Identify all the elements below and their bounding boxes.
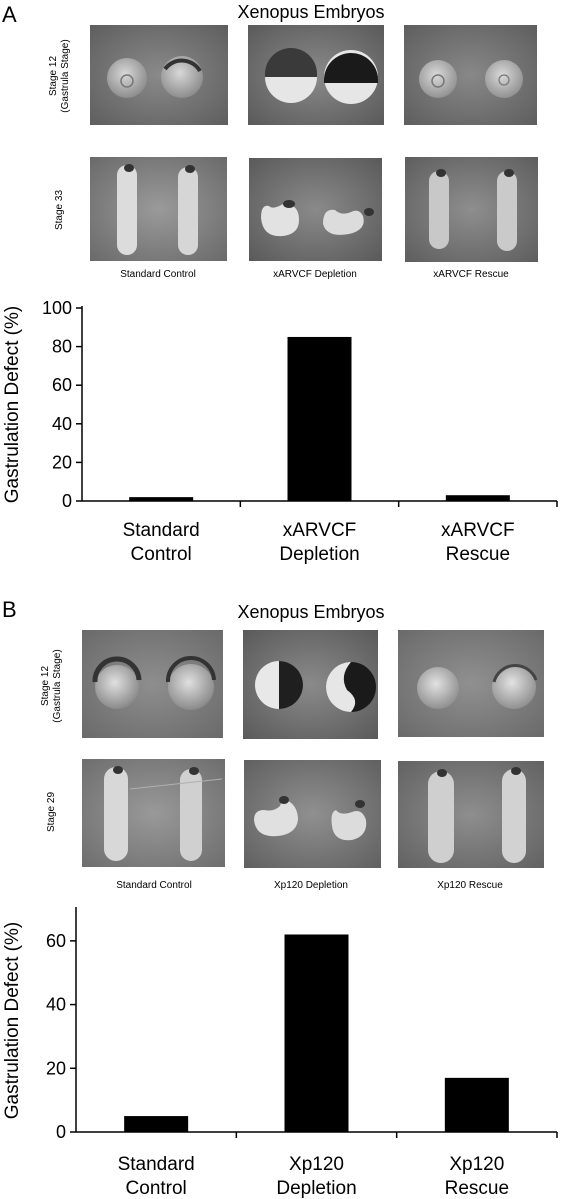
- embryo-photo-image: [249, 158, 382, 261]
- embryo-photo-image: [244, 760, 381, 868]
- embryo-photo-image: [405, 157, 538, 262]
- y-tick-label: 60: [46, 931, 66, 951]
- x-tick-label: xARVCF: [441, 520, 515, 541]
- embryo-photo: [244, 760, 381, 868]
- embryo-photo-image: [243, 630, 378, 739]
- x-tick-label: Xp120: [449, 1154, 504, 1175]
- y-tick-label: 100: [42, 298, 72, 318]
- x-tick-label: Control: [126, 1178, 187, 1199]
- bar: [445, 495, 510, 501]
- y-tick-label: 20: [46, 1058, 66, 1078]
- embryo-photo-image: [398, 630, 544, 737]
- bar: [287, 336, 352, 501]
- y-tick-label: 60: [52, 375, 72, 395]
- y-tick-label: 40: [46, 995, 66, 1015]
- x-tick-label: Control: [131, 544, 192, 565]
- x-tick-label: Rescue: [445, 1178, 509, 1199]
- bar: [124, 1116, 189, 1132]
- embryo-photo: [90, 25, 228, 125]
- x-tick-label: xARVCF: [283, 520, 357, 541]
- panel-title: Xenopus Embryos: [237, 602, 385, 622]
- embryo-photo: [243, 630, 378, 739]
- bar-chart: 0 20 40 60 Gastrulation Defect (%) Standard Co…: [2, 907, 558, 1199]
- condition-label: Standard Control: [116, 880, 192, 891]
- y-tick-label: 40: [52, 414, 72, 434]
- y-tick-label: 80: [52, 337, 72, 357]
- x-tick-label: Standard: [118, 1154, 195, 1175]
- bar-chart: 0 20 40 60 80 100 Gastrulation Defect (%) Stand…: [2, 298, 558, 565]
- bar: [444, 1077, 509, 1132]
- panel-a: A Xenopus Embryos Stage 12 (Gastrula Sta…: [2, 2, 558, 565]
- x-tick-label: Rescue: [446, 544, 510, 565]
- embryo-photo-image: [82, 759, 225, 867]
- embryo-photo-image: [90, 25, 228, 125]
- embryo-photo: [398, 630, 544, 737]
- panel-title: Xenopus Embryos: [237, 2, 385, 22]
- y-axis-label: Gastrulation Defect (%): [2, 306, 23, 503]
- embryo-photo: [248, 25, 384, 125]
- embryo-photo-image: [404, 25, 537, 125]
- bar: [284, 934, 349, 1132]
- y-tick-label: 20: [52, 452, 72, 472]
- x-tick-label: Xp120: [289, 1154, 344, 1175]
- y-tick-label: 0: [62, 491, 72, 511]
- embryo-photo-image: [398, 761, 544, 868]
- x-tick-label: Depletion: [276, 1178, 356, 1199]
- panel-letter: B: [2, 597, 17, 622]
- embryo-photo-image: [82, 630, 223, 738]
- row-label-stage: Stage 12 (Gastrula Stage): [48, 39, 71, 113]
- embryo-photo-image: [248, 25, 384, 125]
- condition-label: Standard Control: [120, 269, 196, 280]
- embryo-photo: [405, 157, 538, 262]
- embryo-photo: [249, 158, 382, 261]
- embryo-photo: [90, 157, 227, 261]
- embryo-photo-image: [90, 157, 227, 261]
- condition-label: xARVCF Depletion: [273, 269, 357, 280]
- embryo-photo: [398, 761, 544, 868]
- panel-b: B Xenopus Embryos Stage 12 (Gastrula Sta…: [0, 595, 561, 1199]
- y-axis-label: Gastrulation Defect (%): [2, 922, 23, 1119]
- embryo-photo: [82, 759, 225, 867]
- panel-letter: A: [2, 2, 17, 27]
- embryo-photo: [82, 630, 223, 738]
- embryo-photo: [404, 25, 537, 125]
- y-tick-label: 0: [56, 1122, 66, 1142]
- condition-label: xARVCF Rescue: [433, 269, 509, 280]
- condition-label: Xp120 Depletion: [274, 880, 348, 891]
- x-tick-label: Depletion: [279, 544, 359, 565]
- x-tick-label: Standard: [123, 520, 200, 541]
- condition-label: Xp120 Rescue: [437, 880, 503, 891]
- bar: [129, 497, 194, 501]
- row-label-stage: Stage 33: [54, 189, 65, 231]
